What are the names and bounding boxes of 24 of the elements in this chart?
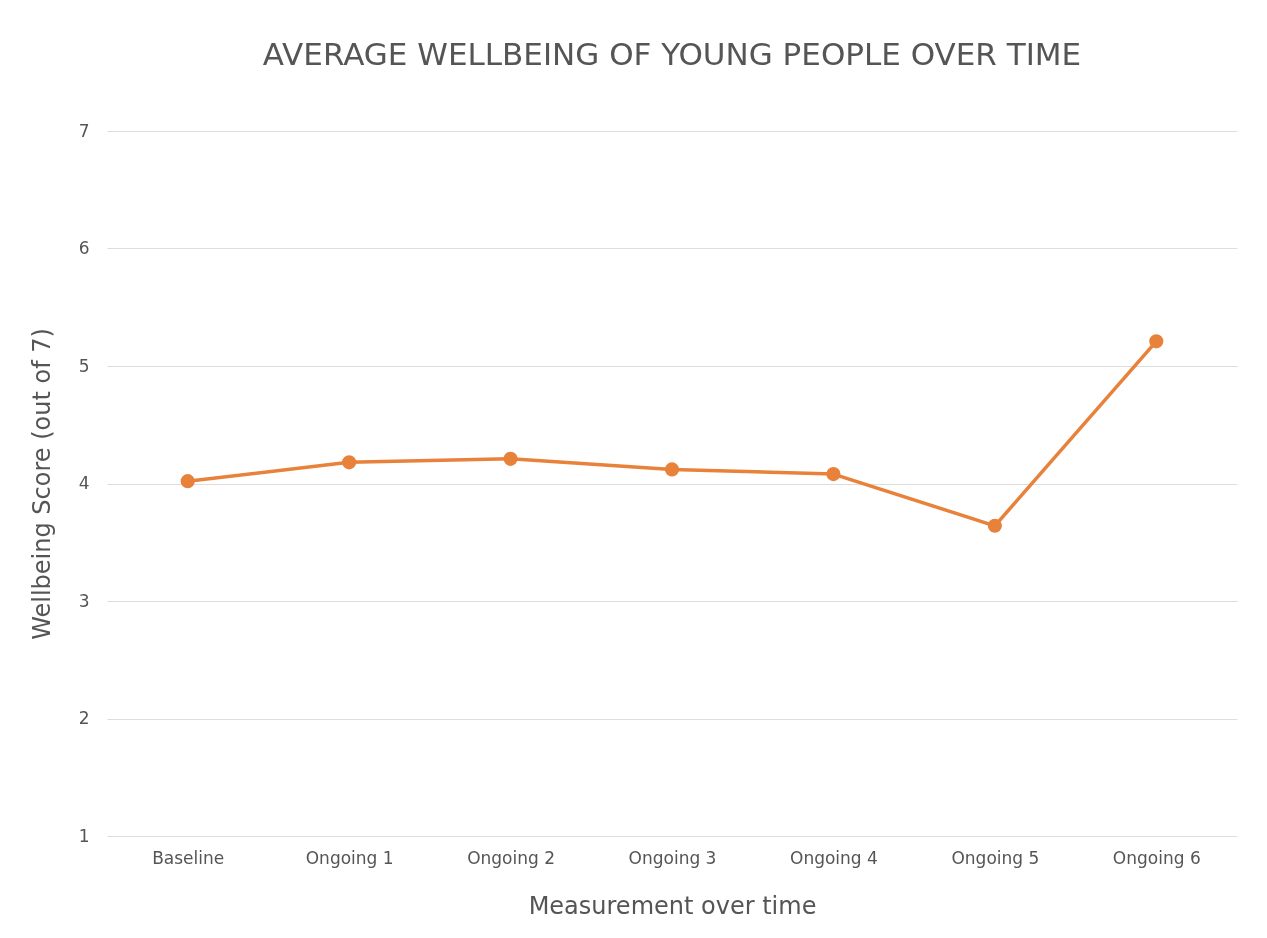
y-axis-title: Wellbeing Score (out of 7) [27,328,56,640]
y-tick-label: 2 [78,708,90,728]
point [826,467,841,482]
x-tick-label: Ongoing 4 [790,847,878,868]
x-tick-label: Baseline [152,847,225,868]
point [1149,334,1164,349]
x-tick-label: Ongoing 6 [1112,847,1201,868]
y-tick-label: 5 [78,355,90,376]
point [664,462,680,477]
x-tick-label: Ongoing 2 [467,847,555,868]
y-tick-label: 3 [78,590,90,611]
y-tick-label: 1 [78,825,90,846]
point [987,518,1002,533]
x-tick-label: Ongoing 1 [305,847,394,868]
x-axis-title: Measurement over time [528,891,817,920]
y-tick-label: 7 [78,120,90,141]
x-tick-label: Ongoing 5 [951,847,1040,868]
point [503,451,518,466]
y-tick-label: 4 [78,473,90,493]
point [180,474,195,489]
point [342,455,357,470]
chart-title: AVERAGE WELLBEING OF YOUNG PEOPLE OVER TIME [262,36,1082,72]
x-tick-label: Ongoing 3 [628,847,717,868]
y-tick-label: 6 [78,238,90,258]
